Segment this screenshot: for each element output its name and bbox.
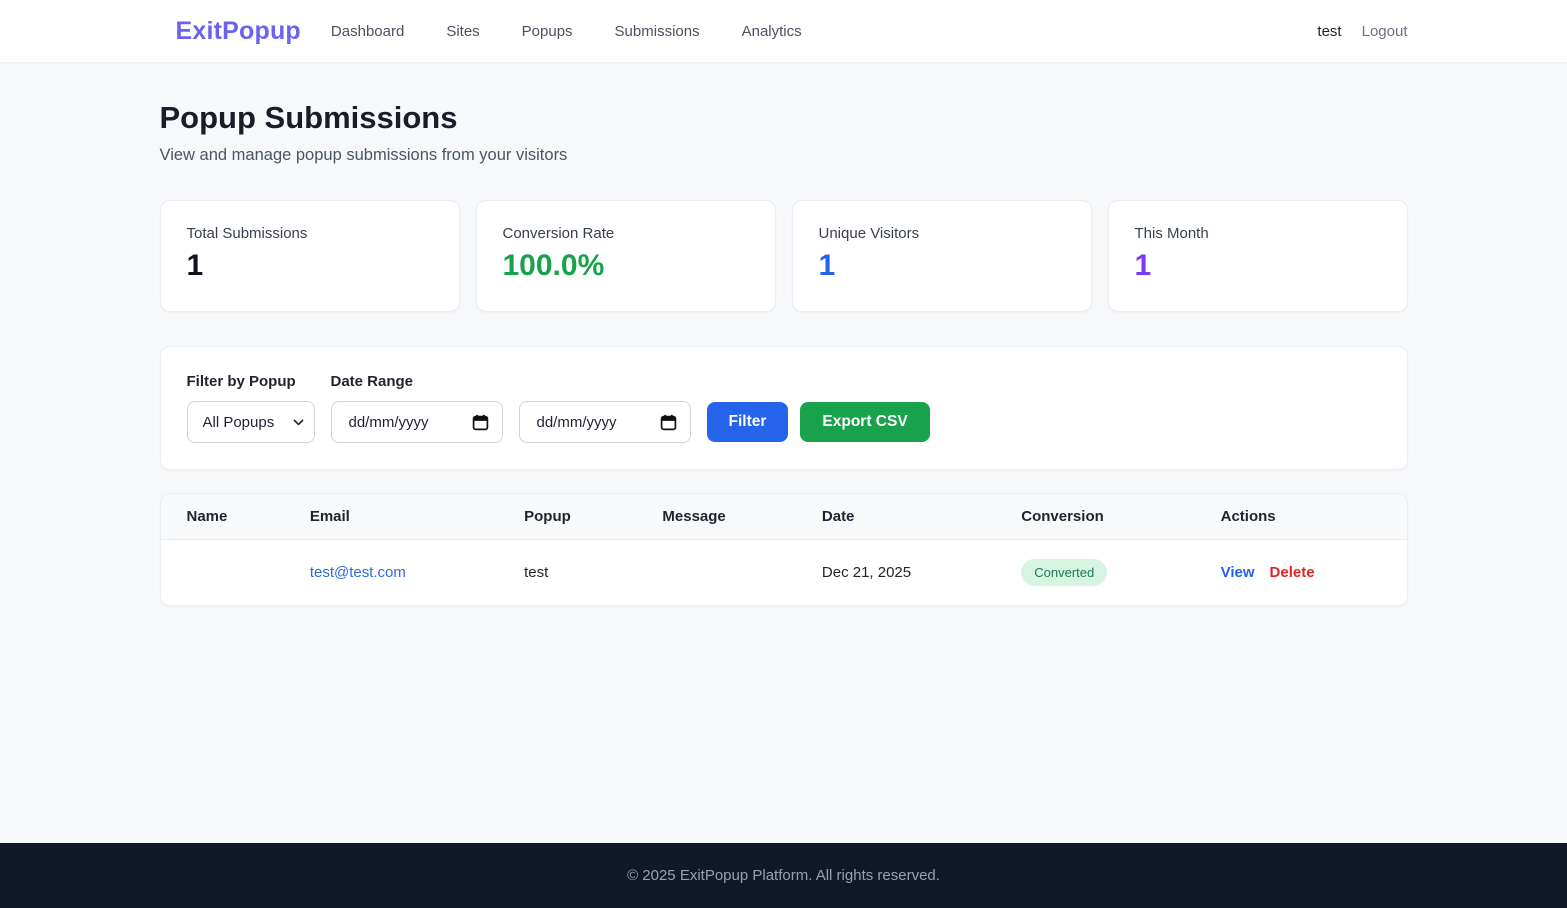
stat-label: Total Submissions bbox=[186, 225, 308, 242]
stat-value: 1 bbox=[818, 249, 836, 282]
main-nav: Dashboard Sites Popups Submissions Analy… bbox=[331, 23, 802, 40]
nav-item-analytics[interactable]: Analytics bbox=[741, 22, 802, 40]
stat-label: This Month bbox=[1134, 225, 1209, 242]
table-header-row: Name Email Popup Message Date Conversion… bbox=[160, 494, 1407, 540]
stat-card-unique-visitors: Unique Visitors 1 bbox=[791, 200, 1092, 312]
stat-value: 100.0% bbox=[502, 249, 605, 282]
cell-name bbox=[161, 540, 294, 606]
filter-by-popup-label: Filter by Popup bbox=[186, 373, 296, 390]
stat-label: Unique Visitors bbox=[818, 225, 920, 242]
page-footer: © 2025 ExitPopup Platform. All rights re… bbox=[0, 843, 1567, 908]
nav-item-popups[interactable]: Popups bbox=[521, 22, 573, 40]
date-to-placeholder: dd/mm/yyyy bbox=[536, 413, 617, 431]
submissions-table-card: Name Email Popup Message Date Conversion… bbox=[159, 493, 1408, 606]
footer-copyright: © 2025 ExitPopup Platform. All rights re… bbox=[627, 867, 940, 884]
cell-popup: test bbox=[524, 564, 549, 581]
column-header-popup: Popup bbox=[508, 494, 647, 540]
logo[interactable]: ExitPopup bbox=[175, 16, 301, 45]
stat-label: Conversion Rate bbox=[502, 225, 615, 242]
column-header-date: Date bbox=[805, 494, 1006, 540]
export-csv-button[interactable]: Export CSV bbox=[800, 402, 930, 442]
page-subtitle: View and manage popup submissions from y… bbox=[159, 146, 568, 164]
view-action-link[interactable]: View bbox=[1220, 564, 1255, 581]
date-range-label: Date Range bbox=[330, 373, 414, 390]
stat-card-this-month: This Month 1 bbox=[1107, 200, 1408, 312]
delete-action-link[interactable]: Delete bbox=[1269, 564, 1315, 581]
logout-link[interactable]: Logout bbox=[1361, 22, 1408, 40]
column-header-email: Email bbox=[293, 494, 509, 540]
stat-value: 1 bbox=[1134, 249, 1152, 282]
submissions-table: Name Email Popup Message Date Conversion… bbox=[160, 494, 1407, 606]
nav-item-sites[interactable]: Sites bbox=[446, 22, 480, 40]
stat-card-conversion-rate: Conversion Rate 100.0% bbox=[475, 200, 776, 312]
column-header-actions: Actions bbox=[1204, 494, 1407, 540]
cell-date: Dec 21, 2025 bbox=[821, 564, 912, 581]
date-from-input[interactable]: dd/mm/yyyy bbox=[330, 401, 503, 443]
table-row: test@test.com test Dec 21, 2025 Converte… bbox=[161, 540, 1407, 606]
date-to-input[interactable]: dd/mm/yyyy bbox=[518, 401, 691, 443]
column-header-conversion: Conversion bbox=[1005, 494, 1205, 540]
column-header-message: Message bbox=[646, 494, 806, 540]
stat-card-total-submissions: Total Submissions 1 bbox=[159, 200, 460, 312]
filter-button[interactable]: Filter bbox=[706, 402, 789, 442]
stat-value: 1 bbox=[186, 249, 204, 282]
date-from-placeholder: dd/mm/yyyy bbox=[348, 413, 429, 431]
top-navigation-bar: ExitPopup Dashboard Sites Popups Submiss… bbox=[0, 0, 1567, 62]
calendar-icon[interactable] bbox=[472, 414, 489, 431]
popup-filter-select[interactable]: All Popups bbox=[186, 401, 315, 443]
stats-row: Total Submissions 1 Conversion Rate 100.… bbox=[159, 200, 1408, 312]
conversion-status-badge: Converted bbox=[1021, 559, 1108, 586]
column-header-name: Name bbox=[160, 494, 294, 540]
nav-item-dashboard[interactable]: Dashboard bbox=[330, 22, 405, 40]
page-title: Popup Submissions bbox=[159, 100, 458, 135]
cell-message bbox=[646, 540, 805, 606]
nav-item-submissions[interactable]: Submissions bbox=[614, 22, 700, 40]
filter-panel: Filter by Popup All Popups Date Range dd… bbox=[159, 346, 1408, 470]
calendar-icon[interactable] bbox=[660, 414, 677, 431]
user-name: test bbox=[1317, 22, 1342, 40]
cell-email-link[interactable]: test@test.com bbox=[309, 564, 406, 581]
